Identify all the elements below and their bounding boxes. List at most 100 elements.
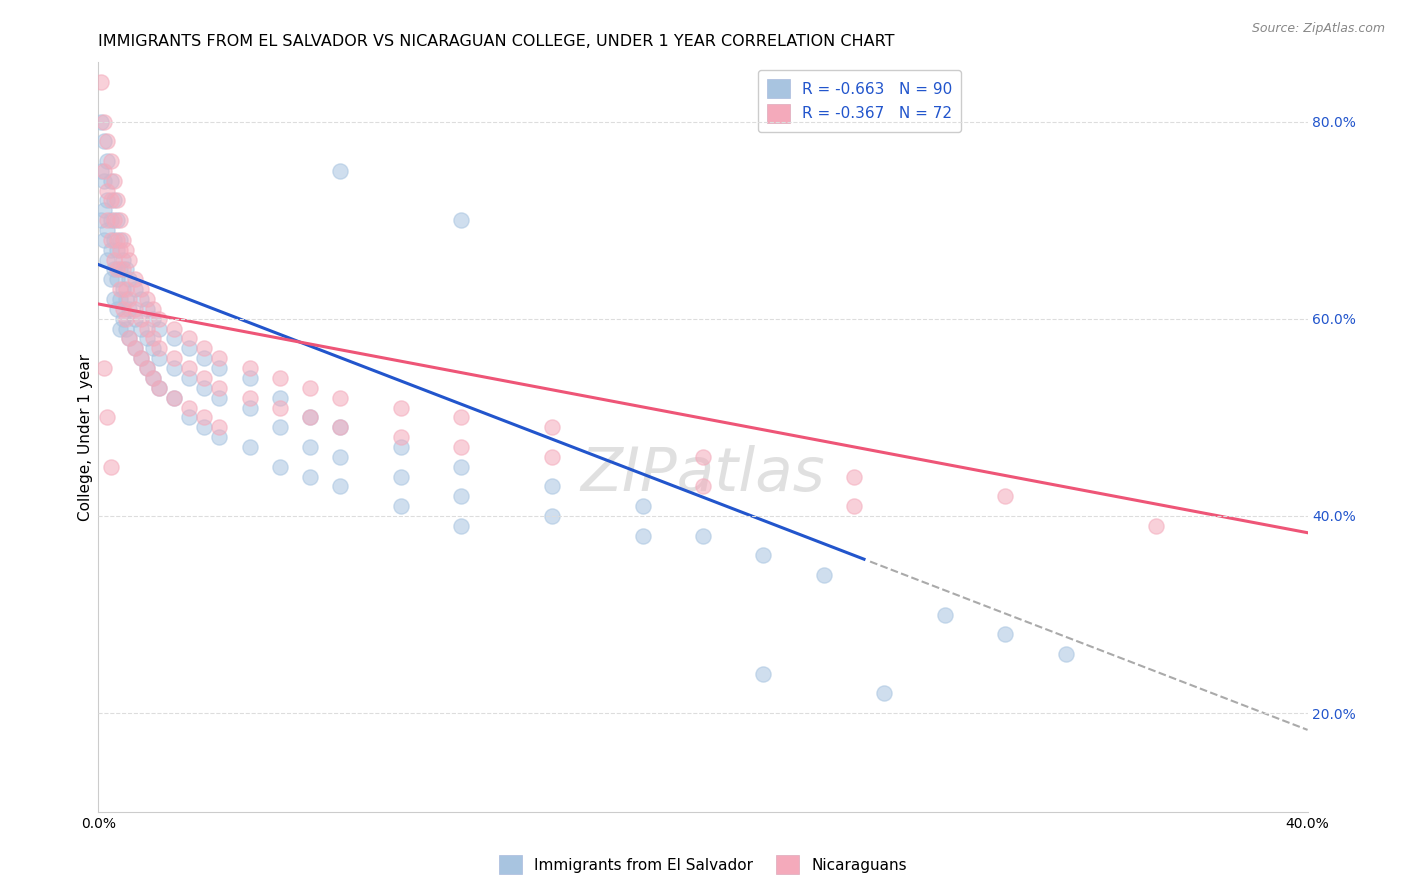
Point <box>329 420 352 434</box>
Point <box>142 301 165 316</box>
Point <box>208 351 231 366</box>
Point <box>692 450 714 464</box>
Point <box>100 174 122 188</box>
Point <box>269 391 291 405</box>
Point <box>100 272 122 286</box>
Point <box>163 351 186 366</box>
Point <box>269 420 291 434</box>
Point <box>179 410 201 425</box>
Point <box>450 518 472 533</box>
Point <box>193 342 215 356</box>
Point <box>148 381 170 395</box>
Point <box>114 321 136 335</box>
Point <box>124 272 146 286</box>
Point <box>540 450 562 464</box>
Point <box>100 243 122 257</box>
Point <box>108 292 131 306</box>
Point <box>105 213 128 227</box>
Point <box>389 401 412 415</box>
Point <box>93 361 115 376</box>
Point <box>103 213 125 227</box>
Point <box>193 351 215 366</box>
Point <box>208 430 231 444</box>
Point <box>148 342 170 356</box>
Point <box>103 292 125 306</box>
Point <box>93 114 115 128</box>
Point <box>269 459 291 474</box>
Point <box>239 440 262 454</box>
Point <box>103 233 125 247</box>
Point <box>163 331 186 345</box>
Point <box>450 489 472 503</box>
Legend: R = -0.663   N = 90, R = -0.367   N = 72: R = -0.663 N = 90, R = -0.367 N = 72 <box>758 70 962 132</box>
Point <box>114 282 136 296</box>
Point <box>124 342 146 356</box>
Point <box>124 301 146 316</box>
Point <box>239 391 262 405</box>
Point <box>135 301 157 316</box>
Point <box>100 459 122 474</box>
Point <box>692 529 714 543</box>
Point <box>90 75 112 89</box>
Point <box>994 489 1017 503</box>
Point <box>96 223 118 237</box>
Point <box>1054 647 1077 661</box>
Point <box>631 529 654 543</box>
Point <box>179 401 201 415</box>
Point <box>135 321 157 335</box>
Point <box>329 164 352 178</box>
Point <box>163 391 186 405</box>
Point <box>450 213 472 227</box>
Point <box>389 499 412 513</box>
Point <box>108 213 131 227</box>
Text: ZIPatlas: ZIPatlas <box>581 445 825 504</box>
Point <box>540 420 562 434</box>
Point <box>179 361 201 376</box>
Point <box>114 292 136 306</box>
Point <box>129 321 152 335</box>
Point <box>692 479 714 493</box>
Point <box>208 381 231 395</box>
Point <box>142 371 165 385</box>
Point <box>124 282 146 296</box>
Point <box>108 321 131 335</box>
Point <box>193 410 215 425</box>
Point <box>329 479 352 493</box>
Point <box>96 410 118 425</box>
Point <box>299 410 322 425</box>
Point <box>90 114 112 128</box>
Point <box>179 342 201 356</box>
Point <box>329 420 352 434</box>
Point <box>208 420 231 434</box>
Point <box>129 292 152 306</box>
Point <box>100 154 122 169</box>
Point <box>111 252 134 267</box>
Point <box>299 410 322 425</box>
Point <box>105 243 128 257</box>
Point <box>389 430 412 444</box>
Point <box>450 410 472 425</box>
Point <box>129 311 152 326</box>
Point <box>329 450 352 464</box>
Point <box>269 401 291 415</box>
Point <box>114 243 136 257</box>
Point <box>163 391 186 405</box>
Point <box>90 213 112 227</box>
Point <box>163 321 186 335</box>
Point <box>148 321 170 335</box>
Point <box>450 459 472 474</box>
Point <box>100 233 122 247</box>
Point <box>96 213 118 227</box>
Point <box>329 391 352 405</box>
Point <box>450 440 472 454</box>
Point <box>108 233 131 247</box>
Point <box>193 371 215 385</box>
Point <box>100 213 122 227</box>
Point <box>193 420 215 434</box>
Point <box>105 233 128 247</box>
Point <box>148 381 170 395</box>
Point <box>111 262 134 277</box>
Point <box>540 508 562 523</box>
Point <box>108 282 131 296</box>
Point <box>148 311 170 326</box>
